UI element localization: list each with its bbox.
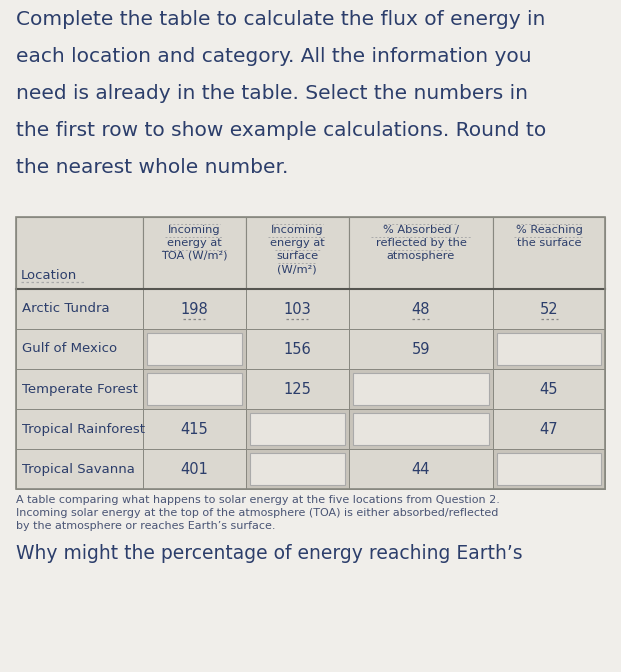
Bar — [16, 329, 143, 369]
Text: 156: 156 — [283, 341, 311, 357]
Bar — [246, 449, 349, 489]
Bar — [143, 329, 246, 369]
Text: 401: 401 — [180, 462, 208, 476]
Text: (W/m²): (W/m²) — [278, 264, 317, 274]
Bar — [349, 369, 493, 409]
Bar — [497, 453, 601, 485]
Text: % Reaching: % Reaching — [515, 225, 582, 235]
Bar — [349, 289, 493, 329]
Bar — [349, 217, 493, 289]
Bar — [246, 409, 349, 449]
Text: 125: 125 — [283, 382, 311, 396]
Text: 198: 198 — [180, 302, 208, 317]
Bar — [143, 449, 246, 489]
Text: surface: surface — [276, 251, 319, 261]
Bar — [143, 217, 246, 289]
Text: 47: 47 — [540, 421, 558, 437]
Text: reflected by the: reflected by the — [376, 238, 466, 248]
Bar — [349, 449, 493, 489]
Bar — [16, 217, 605, 489]
Text: the surface: the surface — [517, 238, 581, 248]
Bar — [143, 369, 246, 409]
Text: Complete the table to calculate the flux of energy in: Complete the table to calculate the flux… — [16, 10, 545, 29]
Text: Temperate Forest: Temperate Forest — [22, 382, 138, 396]
Text: % Absorbed /: % Absorbed / — [383, 225, 459, 235]
Text: need is already in the table. Select the numbers in: need is already in the table. Select the… — [16, 84, 528, 103]
Bar — [147, 373, 242, 405]
Text: 103: 103 — [283, 302, 311, 317]
Bar — [493, 329, 605, 369]
Bar — [493, 217, 605, 289]
Text: Gulf of Mexico: Gulf of Mexico — [22, 343, 117, 355]
Text: Incoming: Incoming — [271, 225, 324, 235]
Text: atmosphere: atmosphere — [387, 251, 455, 261]
Bar — [16, 409, 143, 449]
Bar — [16, 369, 143, 409]
Text: Arctic Tundra: Arctic Tundra — [22, 302, 110, 315]
Text: 48: 48 — [412, 302, 430, 317]
Text: Tropical Savanna: Tropical Savanna — [22, 462, 135, 476]
Bar — [493, 369, 605, 409]
Bar — [497, 333, 601, 365]
Text: Incoming solar energy at the top of the atmosphere (TOA) is either absorbed/refl: Incoming solar energy at the top of the … — [16, 508, 499, 518]
Text: 59: 59 — [412, 341, 430, 357]
Bar — [493, 409, 605, 449]
Bar — [246, 289, 349, 329]
Bar — [16, 217, 143, 289]
Bar — [147, 333, 242, 365]
Text: 45: 45 — [540, 382, 558, 396]
Bar — [246, 217, 349, 289]
Bar — [349, 409, 493, 449]
Bar — [353, 373, 489, 405]
Bar — [250, 453, 345, 485]
Text: 44: 44 — [412, 462, 430, 476]
Bar — [143, 289, 246, 329]
Text: the nearest whole number.: the nearest whole number. — [16, 158, 288, 177]
Text: energy at: energy at — [167, 238, 222, 248]
Text: 415: 415 — [180, 421, 208, 437]
Text: TOA (W/m²): TOA (W/m²) — [161, 251, 227, 261]
Text: A table comparing what happens to solar energy at the five locations from Questi: A table comparing what happens to solar … — [16, 495, 500, 505]
Bar — [493, 289, 605, 329]
Bar — [353, 413, 489, 445]
Text: energy at: energy at — [270, 238, 325, 248]
Text: Location: Location — [21, 269, 77, 282]
Text: 52: 52 — [540, 302, 558, 317]
Bar — [349, 329, 493, 369]
Text: Why might the percentage of energy reaching Earth’s: Why might the percentage of energy reach… — [16, 544, 523, 563]
Text: by the atmosphere or reaches Earth’s surface.: by the atmosphere or reaches Earth’s sur… — [16, 521, 276, 531]
Bar — [246, 329, 349, 369]
Bar — [16, 449, 143, 489]
Bar — [246, 369, 349, 409]
Bar — [250, 413, 345, 445]
Text: Incoming: Incoming — [168, 225, 220, 235]
Bar — [493, 449, 605, 489]
Text: Tropical Rainforest: Tropical Rainforest — [22, 423, 145, 435]
Bar — [16, 289, 143, 329]
Text: each location and category. All the information you: each location and category. All the info… — [16, 47, 532, 66]
Bar — [143, 409, 246, 449]
Text: the first row to show example calculations. Round to: the first row to show example calculatio… — [16, 121, 546, 140]
